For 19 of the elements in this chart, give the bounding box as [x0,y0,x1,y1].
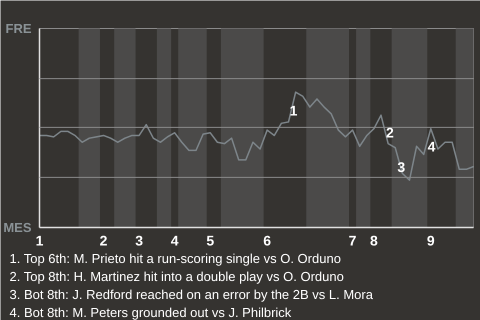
annotation: 2 [386,124,394,141]
text: 2. Top 8th: H. Martinez hit into a double play vs O. Orduno [10,269,344,284]
annotation: 1 [290,102,298,118]
x-tick-label: 1 [36,232,44,248]
annotation: 3 [397,158,406,175]
x-tick-label: 9 [426,232,435,248]
text: 3. Bot 8th: J. Redford reached on an error by the 2B vs L. Mora [10,287,374,302]
x-tick-label: 7 [348,232,357,248]
x-tick-label: 5 [206,232,214,248]
annotation: 4 [428,138,436,155]
x-tick-label: 8 [370,232,378,248]
x-tick-label: 2 [100,232,108,248]
text: FRE [6,21,32,36]
x-tick-label: 6 [263,232,272,248]
x-tick-label: 4 [170,232,179,248]
text: 1. Top 6th: M. Prieto hit a run-scoring single vs O. Orduno [10,251,341,266]
text: 4. Bot 8th: M. Peters grounded out vs J. Philbrick [10,305,292,320]
text: MES [3,220,32,235]
x-tick-label: 3 [135,232,144,248]
